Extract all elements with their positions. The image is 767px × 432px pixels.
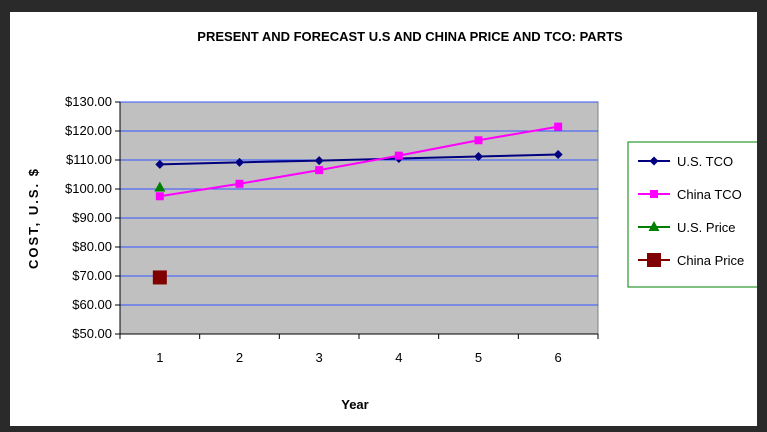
data-point-u-s-price (154, 181, 166, 192)
x-tick-label: 2 (236, 350, 243, 365)
legend-label-u-s-price: U.S. Price (677, 220, 736, 235)
y-tick-label: $100.00 (65, 181, 112, 196)
chart-area: PRESENT AND FORECAST U.S AND CHINA PRICE… (10, 12, 767, 426)
x-axis-label: Year (341, 397, 368, 412)
data-point-china-tco (235, 179, 244, 188)
legend-entry-china-price: China Price (638, 253, 744, 268)
y-tick-label: $70.00 (72, 268, 112, 283)
series-layer (152, 122, 563, 285)
series-u-s-price (154, 181, 166, 192)
chart-svg: PRESENT AND FORECAST U.S AND CHINA PRICE… (26, 29, 767, 412)
data-point-china-tco (554, 122, 563, 131)
y-tick-label: $130.00 (65, 94, 112, 109)
data-point-u-s-tco (553, 149, 563, 159)
series-china-tco (155, 122, 563, 201)
data-point-china-tco (155, 192, 164, 201)
data-point-china-tco (394, 151, 403, 160)
y-tick-label: $110.00 (66, 152, 112, 167)
series-china-price (152, 270, 167, 285)
legend-label-china-price: China Price (677, 253, 744, 268)
x-tick-label: 4 (395, 350, 402, 365)
legend-label-u-s-tco: U.S. TCO (677, 154, 733, 169)
data-point-u-s-tco (474, 152, 483, 162)
chart-title: PRESENT AND FORECAST U.S AND CHINA PRICE… (197, 29, 623, 44)
x-tick-labels: 1 2 3 4 5 6 (156, 350, 562, 365)
legend-entry-u-s-tco: U.S. TCO (638, 154, 733, 169)
x-tick-label: 5 (475, 350, 482, 365)
x-tick-label: 1 (156, 350, 163, 365)
series-line-china-tco (159, 125, 559, 198)
legend-marker-u-s-price (648, 221, 660, 231)
data-point-china-tco (315, 166, 324, 175)
x-tick-label: 3 (316, 350, 323, 365)
y-tick-label: $90.00 (72, 210, 112, 225)
legend-label-china-tco: China TCO (677, 187, 742, 202)
series-line-u-s-tco (159, 153, 559, 166)
data-point-china-price (152, 270, 167, 285)
y-tick-labels: $50.00 $60.00 $70.00 $80.00 $90.00 $100.00 $11… (65, 94, 112, 341)
x-tick-label: 6 (555, 350, 562, 365)
y-tick-label: $80.00 (72, 239, 112, 254)
data-point-u-s-tco (314, 156, 324, 166)
legend-marker-u-s-tco (649, 156, 659, 166)
y-tick-label: $120.00 (65, 123, 112, 138)
y-axis-label: COST, U.S. $ (26, 167, 41, 269)
legend: U.S. TCO China TCO U.S. Price China Price (627, 141, 767, 288)
y-tick-label: $60.00 (72, 297, 112, 312)
legend-entry-u-s-price: U.S. Price (638, 220, 736, 235)
data-point-china-tco (474, 136, 483, 145)
legend-entry-china-tco: China TCO (638, 187, 742, 202)
axes (115, 101, 599, 339)
data-point-u-s-tco (235, 157, 244, 167)
y-tick-label: $50.00 (72, 326, 112, 341)
data-point-u-s-tco (155, 159, 165, 169)
legend-marker-china-tco (650, 190, 658, 198)
legend-marker-china-price (647, 253, 661, 267)
